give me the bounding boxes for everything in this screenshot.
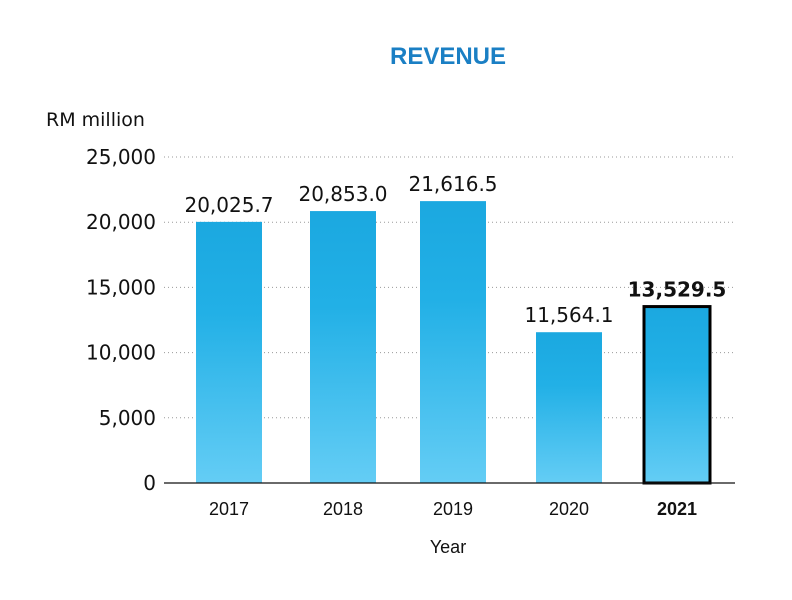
x-tick-label-2017: 2017 [209,499,249,519]
data-label-2017: 20,025.7 [184,193,273,217]
data-label-2020: 11,564.1 [524,303,613,327]
x-tick-label-2021: 2021 [657,499,697,519]
y-axis-ticks: 0 5,000 10,000 15,000 20,000 25,000 [86,145,156,495]
y-tick-label: 20,000 [86,210,156,234]
data-label-2018: 20,853.0 [298,182,387,206]
bar-2019 [420,201,486,483]
bars [196,201,712,485]
chart-title: REVENUE [390,43,506,70]
bar-2020 [536,332,602,483]
x-tick-label-2018: 2018 [323,499,363,519]
x-axis-ticks: 2017 2018 2019 2020 2021 [209,499,697,519]
x-axis-title: Year [430,537,466,557]
y-axis-unit-label: RM million [46,109,145,131]
x-tick-label-2019: 2019 [433,499,473,519]
bar-2018 [310,211,376,483]
bar-2021 [642,305,712,485]
y-tick-label: 5,000 [99,406,156,430]
data-label-2021: 13,529.5 [628,278,727,302]
y-tick-label: 0 [143,471,156,495]
y-tick-label: 15,000 [86,275,156,299]
x-tick-label-2020: 2020 [549,499,589,519]
y-tick-label: 25,000 [86,145,156,169]
y-tick-label: 10,000 [86,341,156,365]
bar-2017 [196,221,262,483]
data-labels: 20,025.7 20,853.0 21,616.5 11,564.1 13,529.5 [184,172,726,327]
data-label-2019: 21,616.5 [408,172,497,196]
